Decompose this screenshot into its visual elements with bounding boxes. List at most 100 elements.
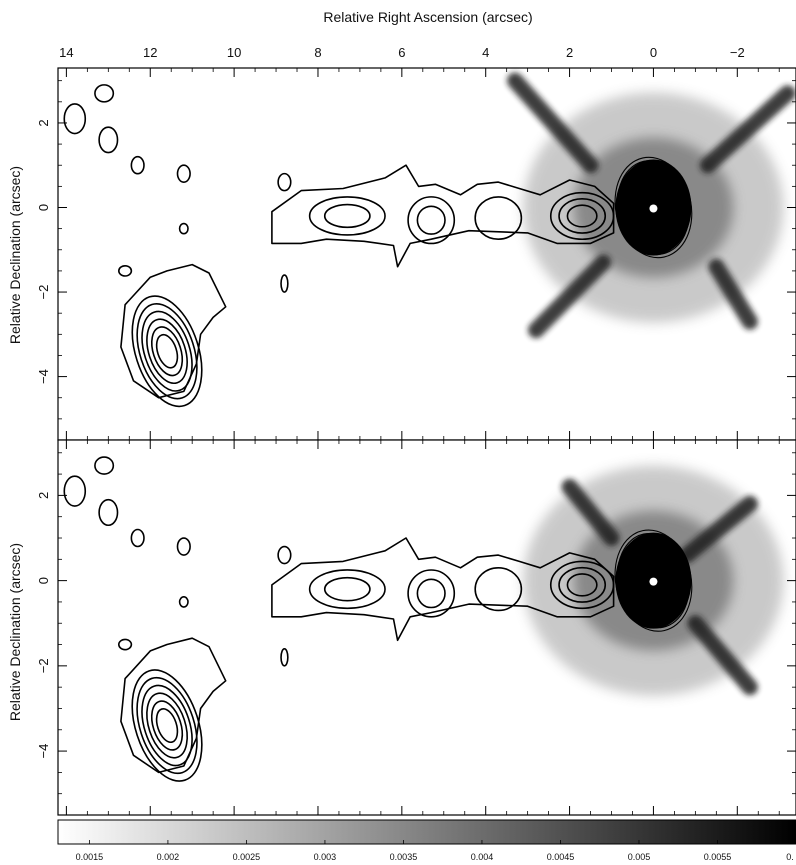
hotspot-contour <box>131 669 203 782</box>
colorbar-tick-label: 0.005 <box>628 852 651 862</box>
hotspot-contour <box>150 326 184 377</box>
x-tick-label: 2 <box>566 45 573 60</box>
y-tick-label: −2 <box>36 658 51 673</box>
y-tick-label: 2 <box>36 119 51 126</box>
x-axis-title: Relative Right Ascension (arcsec) <box>323 9 532 25</box>
colorbar-tick-label: 0.0055 <box>704 852 732 862</box>
core-contour <box>630 177 677 238</box>
hotspot-outer-contour <box>120 637 227 774</box>
core-contour <box>622 167 685 248</box>
knot-contour <box>549 191 615 241</box>
noise-contour <box>176 537 191 556</box>
noise-contour <box>98 498 119 527</box>
colorbar-tick-label: 0.003 <box>314 852 337 862</box>
y-tick-label: 0 <box>36 577 51 584</box>
y-axis-title-bottom: Relative Declination (arcsec) <box>7 543 23 721</box>
knot-contour <box>407 196 456 245</box>
hotspot-contour <box>136 676 198 775</box>
knot-contour <box>323 576 371 602</box>
panel-bottom: 2 0 −2 −4 <box>36 439 796 816</box>
core-contour <box>614 529 693 632</box>
hotspot-contour <box>136 302 198 400</box>
x-tick-label: 0 <box>650 45 657 60</box>
noise-contour <box>63 475 87 507</box>
core-contour <box>625 543 682 618</box>
noise-contour <box>98 126 119 154</box>
axes: 2 0 −2 −4 <box>36 439 796 816</box>
colorbar-tick-label: 0.0045 <box>547 852 575 862</box>
noise-contour <box>176 164 191 183</box>
x-tick-labels: 14 12 10 8 6 4 2 0 −2 <box>59 45 745 60</box>
core-contour <box>627 547 679 615</box>
knot-contour <box>308 569 386 610</box>
core-contour <box>638 188 669 227</box>
knot-contour <box>308 196 386 236</box>
core-contour <box>617 160 690 255</box>
hotspot-contour <box>146 692 188 759</box>
core-contour <box>633 181 674 234</box>
y-tick-label: 2 <box>36 492 51 499</box>
jet-envelope-contour <box>271 164 615 268</box>
knot-contour <box>416 578 446 609</box>
noise-contour <box>277 172 292 192</box>
colorbar-tick-label: 0.0025 <box>233 852 261 862</box>
x-tick-label: 14 <box>59 45 73 60</box>
noise-contour <box>130 155 145 175</box>
y-tick-label: −4 <box>36 369 51 384</box>
panel-top: 2 0 −2 −4 <box>36 67 796 441</box>
x-tick-label: 6 <box>398 45 405 60</box>
noise-contour <box>178 596 189 608</box>
x-tick-label: 4 <box>482 45 489 60</box>
hotspot-outer-contour <box>120 263 227 399</box>
colorbar: 0.0015 0.002 0.0025 0.003 0.0035 0.004 0.0045 0… <box>57 819 796 862</box>
colorbar-ramp <box>57 819 796 845</box>
colorbar-tick-label: 0. <box>786 852 794 862</box>
knot-contour <box>558 198 607 234</box>
noise-contour <box>94 456 115 475</box>
knot-contour <box>566 204 598 228</box>
core-contour <box>627 174 679 241</box>
x-tick-label: 8 <box>314 45 321 60</box>
noise-contour <box>277 545 292 565</box>
greyscale-image <box>523 465 784 696</box>
noise-contour <box>117 265 133 277</box>
knot-contour <box>323 203 371 229</box>
colorbar-tick-label: 0.002 <box>157 852 180 862</box>
x-tick-label: 10 <box>227 45 241 60</box>
hotspot-contour <box>155 333 179 369</box>
y-axis-title-top: Relative Declination (arcsec) <box>7 166 23 344</box>
core-contour <box>625 170 682 245</box>
colorbar-tick-label: 0.004 <box>471 852 494 862</box>
core-contour <box>622 540 685 622</box>
knot-contour <box>566 573 598 597</box>
core-contour <box>617 532 690 629</box>
core-contour <box>614 156 693 259</box>
core-peak <box>649 204 658 213</box>
hotspot-contour <box>141 310 193 392</box>
radio-contours <box>63 84 693 408</box>
noise-contour <box>117 638 133 651</box>
psf-spike <box>507 72 599 174</box>
hotspot-contour <box>131 295 203 408</box>
knot-contour <box>416 205 446 235</box>
noise-contour <box>130 528 145 548</box>
noise-contour <box>63 103 87 135</box>
hotspot-contour <box>155 708 179 744</box>
colorbar-tick-label: 0.0035 <box>390 852 418 862</box>
noise-contour <box>280 274 289 293</box>
knot-contour <box>549 560 615 610</box>
core-contour <box>638 561 669 600</box>
y-tick-label: 0 <box>36 204 51 211</box>
y-tick-label: −2 <box>36 285 51 300</box>
knot-contour <box>474 567 523 612</box>
radio-contours <box>63 456 693 782</box>
noise-contour <box>94 84 115 103</box>
x-tick-label: 12 <box>143 45 157 60</box>
knot-contour <box>558 566 607 603</box>
core-contour <box>633 554 674 608</box>
y-tick-label: −4 <box>36 744 51 759</box>
core-contour <box>630 550 677 611</box>
psf-spike <box>528 254 612 339</box>
psf-spike <box>678 495 758 564</box>
